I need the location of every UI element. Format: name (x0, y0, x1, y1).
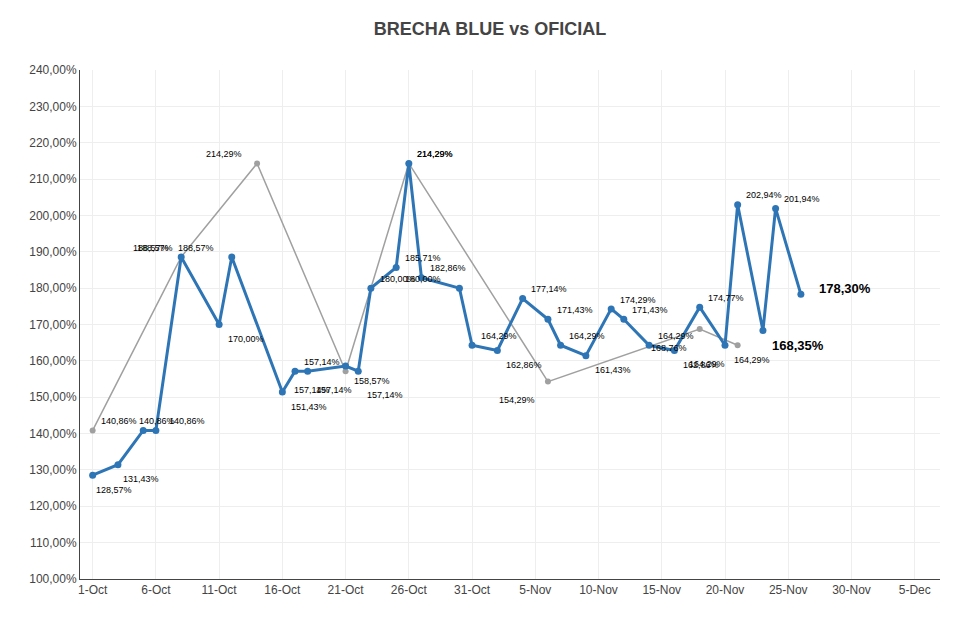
svg-text:164,29%: 164,29% (481, 331, 517, 341)
svg-text:230,00%: 230,00% (29, 100, 77, 114)
svg-text:157,14%: 157,14% (294, 385, 330, 395)
svg-text:164,29%: 164,29% (569, 331, 605, 341)
svg-text:140,86%: 140,86% (139, 416, 175, 426)
svg-text:210,00%: 210,00% (29, 172, 77, 186)
svg-text:174,77%: 174,77% (708, 293, 744, 303)
svg-text:150,00%: 150,00% (29, 390, 77, 404)
svg-text:10-Nov: 10-Nov (579, 583, 618, 597)
svg-text:168,35%: 168,35% (772, 338, 824, 353)
svg-text:15-Nov: 15-Nov (642, 583, 681, 597)
svg-text:154,29%: 154,29% (499, 395, 535, 405)
svg-text:161,43%: 161,43% (595, 365, 631, 375)
svg-text:5-Nov: 5-Nov (519, 583, 551, 597)
svg-text:174,29%: 174,29% (620, 295, 656, 305)
svg-text:168,76%: 168,76% (651, 343, 687, 353)
svg-text:BRECHA BLUE vs OFICIAL: BRECHA BLUE vs OFICIAL (374, 19, 606, 39)
svg-text:158,57%: 158,57% (354, 376, 390, 386)
svg-text:171,43%: 171,43% (557, 305, 593, 315)
svg-text:131,43%: 131,43% (123, 474, 159, 484)
svg-text:162,86%: 162,86% (683, 360, 719, 370)
svg-text:220,00%: 220,00% (29, 136, 77, 150)
svg-text:164,29%: 164,29% (658, 331, 694, 341)
svg-text:171,43%: 171,43% (632, 305, 668, 315)
svg-text:157,14%: 157,14% (316, 385, 352, 395)
svg-text:130,00%: 130,00% (29, 463, 77, 477)
svg-text:188,57%: 188,57% (137, 243, 173, 253)
svg-text:214,29%: 214,29% (417, 149, 453, 159)
svg-text:157,14%: 157,14% (304, 357, 340, 367)
svg-text:190,00%: 190,00% (29, 245, 77, 259)
svg-text:25-Nov: 25-Nov (769, 583, 808, 597)
svg-text:188,57%: 188,57% (178, 243, 214, 253)
svg-text:200,00%: 200,00% (29, 209, 77, 223)
svg-text:162,86%: 162,86% (506, 360, 542, 370)
svg-text:140,00%: 140,00% (29, 427, 77, 441)
svg-text:185,71%: 185,71% (405, 253, 441, 263)
svg-text:140,86%: 140,86% (101, 416, 137, 426)
svg-text:240,00%: 240,00% (29, 63, 77, 77)
svg-text:151,43%: 151,43% (291, 402, 327, 412)
svg-text:201,94%: 201,94% (784, 194, 820, 204)
svg-text:188,57%: 188,57% (133, 243, 169, 253)
svg-text:178,30%: 178,30% (819, 281, 871, 296)
svg-text:30-Nov: 30-Nov (832, 583, 871, 597)
svg-text:157,14%: 157,14% (367, 390, 403, 400)
svg-text:11-Oct: 11-Oct (202, 583, 238, 597)
svg-text:31-Oct: 31-Oct (454, 583, 491, 597)
svg-text:182,86%: 182,86% (430, 263, 466, 273)
svg-text:214,29%: 214,29% (417, 149, 453, 159)
svg-text:110,00%: 110,00% (30, 536, 77, 550)
svg-text:5-Dec: 5-Dec (899, 583, 931, 597)
svg-text:120,00%: 120,00% (29, 499, 77, 513)
svg-text:1-Oct: 1-Oct (78, 583, 108, 597)
svg-text:180,00%: 180,00% (405, 274, 441, 284)
svg-text:100,00%: 100,00% (29, 572, 77, 586)
svg-text:26-Oct: 26-Oct (391, 583, 428, 597)
svg-text:128,57%: 128,57% (96, 485, 132, 495)
svg-text:140,86%: 140,86% (169, 416, 205, 426)
svg-text:214,29%: 214,29% (206, 149, 242, 159)
svg-text:180,00%: 180,00% (29, 281, 77, 295)
svg-text:16-Oct: 16-Oct (264, 583, 301, 597)
svg-text:177,14%: 177,14% (531, 284, 567, 294)
svg-text:21-Oct: 21-Oct (328, 583, 365, 597)
svg-text:180,00%: 180,00% (380, 274, 416, 284)
svg-text:160,00%: 160,00% (29, 354, 77, 368)
svg-text:164,29%: 164,29% (689, 359, 725, 369)
svg-text:20-Nov: 20-Nov (706, 583, 745, 597)
svg-text:202,94%: 202,94% (746, 190, 782, 200)
svg-text:6-Oct: 6-Oct (141, 583, 171, 597)
svg-text:170,00%: 170,00% (29, 318, 77, 332)
svg-text:164,29%: 164,29% (734, 355, 770, 365)
svg-text:170,00%: 170,00% (228, 334, 264, 344)
